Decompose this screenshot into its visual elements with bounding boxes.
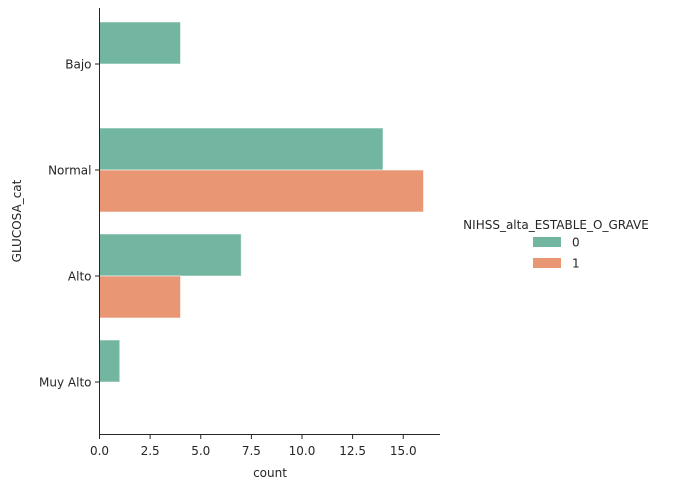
- axes: [99, 8, 440, 435]
- legend-swatch-1: [533, 258, 561, 268]
- y-tick-label-bajo: Bajo: [65, 58, 91, 72]
- y-axis-label: GLUCOSA_cat: [10, 179, 24, 262]
- x-tick-label-0: 0.0: [90, 444, 109, 458]
- x-tick-label-2: 5.0: [191, 444, 210, 458]
- legend: NIHSS_alta_ESTABLE_O_GRAVE 01: [463, 218, 649, 271]
- bar-bajo-series-0: [99, 21, 181, 65]
- y-tick-label-alto: Alto: [68, 270, 92, 284]
- legend-title: NIHSS_alta_ESTABLE_O_GRAVE: [463, 218, 649, 232]
- bar-alto-series-0: [99, 233, 242, 277]
- x-tick-label-6: 15.0: [390, 444, 417, 458]
- bar-muy-alto-series-0: [99, 339, 121, 383]
- y-ticks: Bajo Normal Alto Muy Alto: [39, 58, 100, 390]
- x-tick-label-3: 7.5: [242, 444, 261, 458]
- x-tick-label-4: 10.0: [289, 444, 316, 458]
- bars: [99, 21, 424, 383]
- bar-alto-series-1: [99, 275, 181, 319]
- bar-normal-series-0: [99, 127, 384, 171]
- bar-normal-series-1: [99, 169, 424, 213]
- y-tick-label-muy-alto: Muy Alto: [39, 376, 91, 390]
- legend-swatch-0: [533, 237, 561, 247]
- x-axis-label: count: [253, 466, 287, 480]
- y-tick-label-normal: Normal: [48, 164, 91, 178]
- legend-label-1: 1: [572, 257, 580, 271]
- legend-items: 01: [533, 236, 580, 271]
- x-ticks: 0.0 2.5 5.0 7.5 10.0 12.5 15.0: [90, 434, 417, 458]
- x-tick-label-5: 12.5: [339, 444, 366, 458]
- x-tick-label-1: 2.5: [141, 444, 160, 458]
- legend-label-0: 0: [572, 236, 580, 250]
